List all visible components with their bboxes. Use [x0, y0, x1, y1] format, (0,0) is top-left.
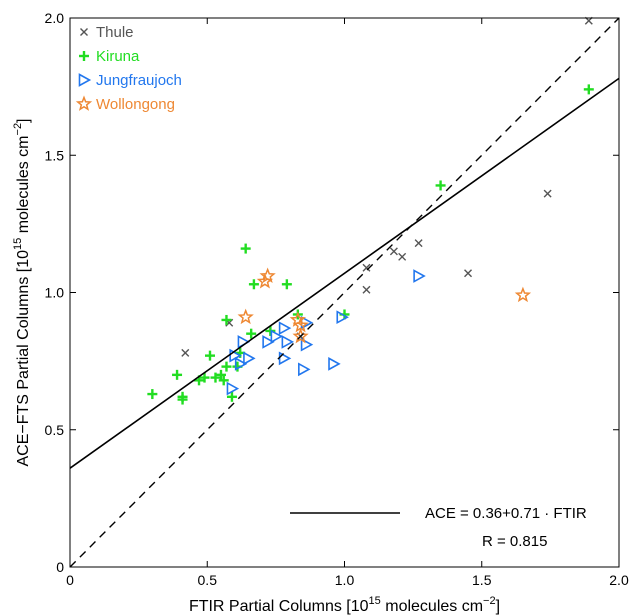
legend-label: Thule	[96, 24, 134, 41]
data-point	[240, 243, 251, 254]
series-jungfraujoch	[226, 269, 426, 396]
data-point	[281, 279, 292, 290]
data-point	[262, 335, 275, 349]
x-stroke	[80, 28, 88, 36]
x-stroke	[389, 247, 398, 256]
data-point	[147, 389, 158, 400]
data-marks	[147, 16, 594, 405]
x-stroke	[362, 263, 371, 272]
x-tick-label: 0	[66, 572, 74, 588]
y-tick-label: 2.0	[45, 10, 65, 26]
data-point	[177, 394, 188, 405]
legend-marker	[78, 73, 92, 87]
data-point	[300, 337, 314, 352]
series-thule	[181, 16, 593, 357]
x-axis-label-rest: molecules cm	[381, 598, 483, 615]
reference-lines	[69, 17, 620, 568]
data-point	[292, 327, 309, 344]
x-stroke	[464, 269, 473, 278]
data-point	[281, 335, 295, 349]
data-point	[270, 329, 284, 344]
legend: Thule Kiruna Jungfraujoch Wollongong	[75, 24, 182, 113]
y-tick-label: 1.5	[45, 147, 65, 163]
x-stroke	[362, 285, 371, 294]
legend-marker	[80, 28, 88, 36]
x-tick-label: 1.5	[472, 572, 492, 588]
axis-ticks: 00 0.5 0.5 1.0 1.0 1.5 1.5 2.0 2.0	[45, 10, 629, 588]
data-point	[248, 279, 259, 290]
x-stroke	[225, 318, 234, 327]
data-point	[243, 351, 256, 366]
y-tick-label: 1.0	[45, 285, 65, 301]
data-point	[237, 308, 254, 325]
data-point	[215, 369, 226, 380]
data-point	[278, 321, 292, 336]
x-axis-label-exp: 15	[369, 595, 381, 607]
data-point	[221, 361, 232, 372]
data-point	[398, 252, 407, 261]
x-axis-label-end: ]	[496, 598, 500, 615]
legend-marker	[75, 95, 93, 111]
data-point	[389, 247, 398, 256]
x-stroke	[398, 252, 407, 261]
x-axis-label-exp2: −2	[483, 595, 496, 607]
data-point	[543, 189, 552, 198]
data-point	[246, 328, 257, 339]
data-point	[234, 357, 248, 371]
legend-label: Wollongong	[96, 96, 175, 113]
data-point	[464, 269, 473, 278]
x-tick-label: 2.0	[609, 572, 629, 588]
one-to-one-line	[69, 17, 620, 568]
legend-label: Jungfraujoch	[96, 72, 182, 89]
data-point	[278, 351, 292, 366]
x-tick-label: 0.5	[198, 572, 218, 588]
data-point	[221, 314, 232, 325]
x-stroke	[414, 239, 423, 248]
data-point	[210, 372, 221, 383]
correlation-label: R = 0.815	[482, 533, 547, 550]
data-point	[435, 180, 446, 191]
data-point	[259, 267, 276, 283]
data-point	[413, 269, 426, 283]
data-point	[362, 285, 371, 294]
data-point	[226, 381, 240, 396]
fit-line	[69, 77, 620, 469]
y-axis-label: ACE−FTS Partial Columns [1015 molecules …	[12, 118, 32, 466]
series-wollongong	[237, 267, 532, 344]
data-point	[172, 369, 183, 380]
legend-label: Kiruna	[96, 48, 140, 65]
x-axis-label: FTIR Partial Columns [1015 molecules cm−…	[189, 595, 500, 615]
data-point	[218, 375, 229, 386]
data-point	[336, 310, 349, 325]
data-point	[181, 348, 190, 357]
data-point	[328, 357, 341, 371]
data-point	[199, 372, 210, 383]
y-tick-label: 0	[56, 559, 64, 575]
data-point	[265, 325, 276, 336]
data-point	[298, 362, 311, 377]
data-point	[414, 239, 423, 248]
data-point	[362, 263, 371, 272]
data-point	[226, 391, 237, 402]
legend-marker	[79, 51, 89, 61]
data-point	[514, 286, 532, 303]
x-axis-label-main: FTIR Partial Columns [10	[189, 598, 369, 615]
y-axis-label-end: ]	[15, 118, 32, 122]
x-tick-label: 1.0	[335, 572, 355, 588]
x-stroke	[543, 189, 552, 198]
x-stroke	[181, 348, 190, 357]
y-axis-label-exp: 15	[12, 238, 24, 250]
fit-equation-label: ACE = 0.36+0.71 · FTIR	[425, 505, 587, 522]
series-kiruna	[147, 84, 594, 405]
y-axis-label-rest: molecules cm	[15, 135, 32, 237]
data-point	[583, 84, 594, 95]
y-axis-label-main: ACE−FTS Partial Columns [10	[15, 250, 32, 467]
y-axis-label-exp2: −2	[12, 123, 24, 136]
y-tick-label: 0.5	[45, 422, 65, 438]
data-point	[204, 350, 215, 361]
